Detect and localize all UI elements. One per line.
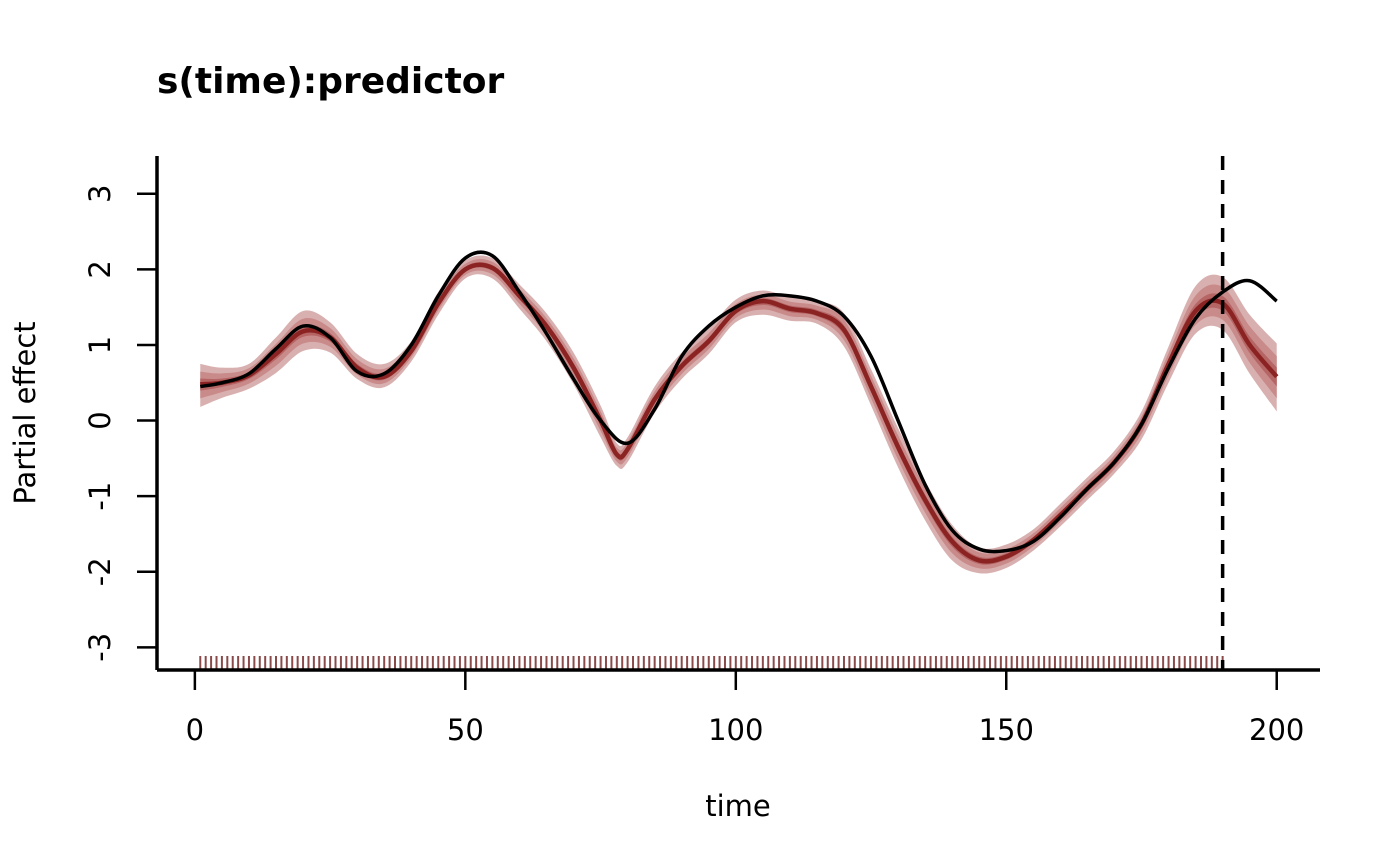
- estimate-line: [200, 262, 1279, 564]
- x-tick-label: 50: [447, 713, 484, 747]
- y-tick-label: -2: [83, 557, 117, 586]
- y-tick-label: 0: [83, 411, 117, 429]
- x-tick-label: 150: [979, 713, 1034, 747]
- x-tick-label: 200: [1249, 713, 1304, 747]
- axes: 0 50 100 150 200 -3 -2 -1 0 1 2 3: [83, 156, 1320, 747]
- x-tick-label: 100: [708, 713, 763, 747]
- y-tick-label: 2: [83, 260, 117, 278]
- y-tick-label: 1: [83, 336, 117, 354]
- x-tick-label: 0: [186, 713, 204, 747]
- confidence-bands: [200, 255, 1277, 574]
- rug-marks: [199, 656, 1224, 670]
- band-outer: [200, 255, 1277, 574]
- truth-line: [199, 250, 1278, 554]
- chart-title: s(time):predictor: [157, 61, 505, 102]
- y-tick-label: -3: [83, 633, 117, 662]
- y-axis-label: Partial effect: [8, 321, 42, 504]
- x-axis-label: time: [705, 789, 771, 823]
- y-tick-label: -1: [83, 482, 117, 511]
- series-lines: [199, 156, 1279, 670]
- y-tick-label: 3: [83, 185, 117, 203]
